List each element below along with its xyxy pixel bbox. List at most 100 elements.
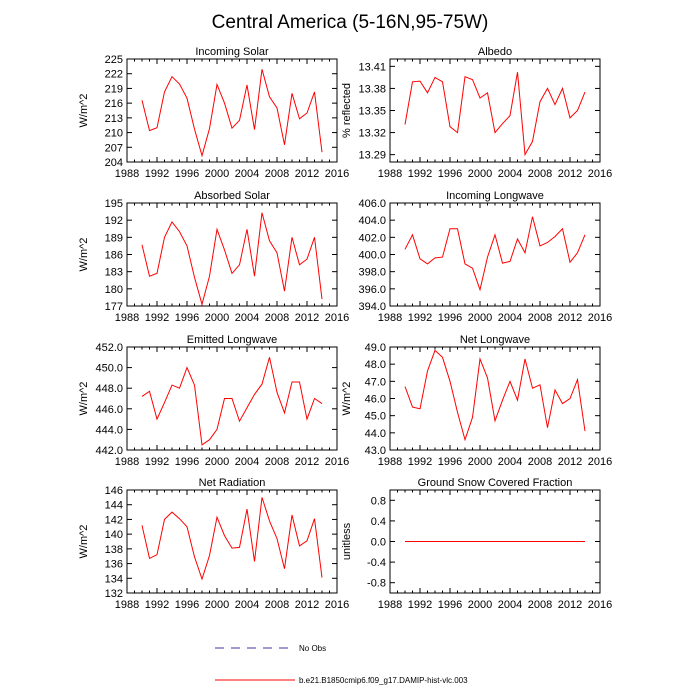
y-tick-label: 13.41: [358, 61, 386, 73]
series-line: [141, 497, 323, 581]
y-tick-label: 44.0: [365, 428, 386, 440]
legend-model-label: b.e21.B1850cmip6.f09_g17.DAMIP-hist-vlc.…: [299, 676, 468, 685]
y-tick-label: 132: [105, 588, 123, 600]
x-tick-label: 1992: [145, 456, 169, 468]
x-tick-label: 1992: [145, 168, 169, 180]
panel-4: Emitted Longwave 1988 1992 1996 2000 2004 2008…: [78, 334, 349, 468]
series-line: [404, 216, 586, 292]
y-tick-label: 204: [105, 157, 123, 169]
y-tick-label: 13.38: [358, 83, 386, 95]
x-tick-label: 2004: [498, 599, 522, 611]
x-tick-label: 2000: [205, 312, 229, 324]
x-tick-label: 2000: [468, 599, 492, 611]
y-axis-label: W/m^2: [78, 94, 90, 128]
x-tick-label: 2004: [235, 599, 259, 611]
x-tick-label: 2004: [235, 168, 259, 180]
x-tick-label: 1996: [175, 599, 199, 611]
panel-7: Ground Snow Covered Fraction 1988 1992 1996…: [341, 477, 612, 611]
x-tick-label: 2012: [295, 312, 319, 324]
y-tick-label: 138: [105, 544, 123, 556]
y-tick-label: 186: [105, 250, 123, 262]
y-axis-label: W/m^2: [78, 382, 90, 416]
main-title: Central America (5-16N,95-75W): [212, 12, 489, 33]
x-tick-label: 2008: [265, 456, 289, 468]
x-tick-label: 1992: [145, 312, 169, 324]
x-tick-label: 2016: [588, 312, 612, 324]
y-tick-label: 134: [105, 573, 123, 585]
x-tick-label: 1996: [175, 168, 199, 180]
x-tick-label: 2016: [588, 168, 612, 180]
x-tick-label: 1992: [408, 168, 432, 180]
panel-title: Emitted Longwave: [187, 334, 278, 346]
x-tick-label: 2000: [205, 599, 229, 611]
x-tick-label: 1988: [378, 599, 402, 611]
x-tick-label: 2000: [468, 456, 492, 468]
x-tick-label: 2008: [265, 599, 289, 611]
y-tick-label: 207: [105, 142, 123, 154]
y-tick-label: 140: [105, 529, 123, 541]
series-line: [141, 69, 323, 158]
x-tick-label: 1992: [145, 599, 169, 611]
x-tick-label: 2016: [325, 312, 349, 324]
y-tick-label: 146: [105, 485, 123, 497]
x-tick-label: 2008: [265, 168, 289, 180]
y-tick-label: 49.0: [365, 342, 386, 354]
y-tick-label: 406.0: [358, 198, 386, 210]
x-tick-label: 1996: [175, 312, 199, 324]
y-tick-label: 47.0: [365, 376, 386, 388]
panel-3: Incoming Longwave 1988 1992 1996 2000 2004 200…: [358, 190, 612, 324]
y-axis-label: W/m^2: [78, 238, 90, 272]
x-tick-label: 1992: [408, 312, 432, 324]
x-tick-label: 2008: [528, 168, 552, 180]
y-tick-label: 219: [105, 83, 123, 95]
x-tick-label: 2008: [528, 599, 552, 611]
y-tick-label: 43.0: [365, 445, 386, 457]
panel-title: Net Longwave: [460, 334, 530, 346]
x-tick-label: 1996: [438, 456, 462, 468]
x-tick-label: 2016: [325, 168, 349, 180]
y-tick-label: -0.8: [367, 578, 386, 590]
legend: No Obs b.e21.B1850cmip6.f09_g17.DAMIP-hi…: [215, 644, 468, 685]
y-tick-label: 400.0: [358, 250, 386, 262]
x-tick-label: 1996: [438, 312, 462, 324]
x-tick-label: 2004: [498, 168, 522, 180]
x-tick-label: 1996: [175, 456, 199, 468]
y-tick-label: 13.29: [358, 150, 386, 162]
y-tick-label: 195: [105, 198, 123, 210]
x-tick-label: 1988: [378, 168, 402, 180]
x-tick-label: 2012: [558, 599, 582, 611]
x-tick-label: 1992: [408, 599, 432, 611]
y-tick-label: 183: [105, 267, 123, 279]
y-tick-label: 213: [105, 113, 123, 125]
y-tick-label: 398.0: [358, 267, 386, 279]
y-tick-label: 446.0: [95, 404, 123, 416]
x-tick-label: 2012: [558, 456, 582, 468]
y-tick-label: 216: [105, 98, 123, 110]
x-tick-label: 1988: [378, 312, 402, 324]
x-tick-label: 2012: [558, 312, 582, 324]
y-tick-label: 46.0: [365, 394, 386, 406]
y-tick-label: 13.32: [358, 128, 386, 140]
y-tick-label: 0.0: [371, 537, 386, 549]
panel-title: Net Radiation: [199, 477, 266, 489]
y-tick-label: 396.0: [358, 284, 386, 296]
y-tick-label: 448.0: [95, 383, 123, 395]
x-tick-label: 2012: [295, 456, 319, 468]
panel-title: Absorbed Solar: [194, 190, 270, 202]
x-tick-label: 2016: [325, 599, 349, 611]
series-line: [141, 212, 323, 307]
x-tick-label: 1996: [438, 168, 462, 180]
y-tick-label: 189: [105, 232, 123, 244]
x-tick-label: 2008: [265, 312, 289, 324]
panel-title: Ground Snow Covered Fraction: [418, 477, 573, 489]
x-tick-label: 1988: [115, 312, 139, 324]
y-tick-label: 192: [105, 215, 123, 227]
panel-6: Net Radiation 1988 1992 1996 2000 2004 2008 201…: [78, 477, 349, 611]
x-tick-label: 2000: [468, 168, 492, 180]
panel-0: Incoming Solar 1988 1992 1996 2000 2004 2008 20…: [78, 46, 349, 180]
y-tick-label: 180: [105, 284, 123, 296]
x-tick-label: 2004: [235, 456, 259, 468]
y-axis-label: W/m^2: [78, 525, 90, 559]
